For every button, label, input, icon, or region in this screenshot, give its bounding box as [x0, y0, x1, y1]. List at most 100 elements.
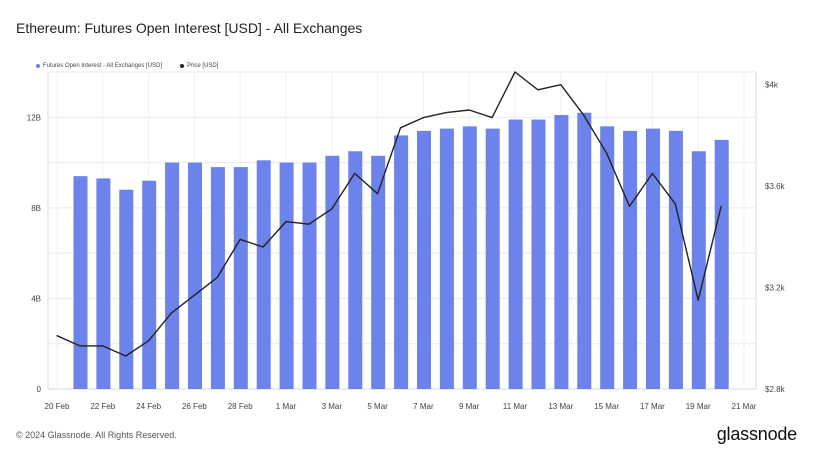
price-point [79, 345, 81, 347]
x-tick-label: 13 Mar [548, 402, 573, 411]
oi-bar [279, 162, 294, 389]
legend-price-label: Price [USD] [187, 63, 219, 69]
legend-oi-label: Futures Open Interest - All Exchanges [U… [43, 63, 163, 69]
price-point [445, 111, 447, 114]
price-point [674, 203, 676, 205]
x-tick-label: 21 Mar [732, 402, 757, 411]
left-tick-label: 12B [27, 113, 41, 122]
oi-bar [371, 155, 386, 389]
oi-bar [142, 180, 157, 389]
x-axis: 20 Feb 22 Feb 24 Feb 26 Feb 28 Feb 1 Mar 3 Mar… [45, 402, 757, 411]
oi-bar [256, 160, 271, 389]
legend-item-oi[interactable]: Futures Open Interest - All Exchanges [U… [36, 63, 162, 69]
oi-bar [233, 167, 248, 389]
oi-bar [508, 119, 523, 390]
oi-bar [165, 162, 180, 389]
oi-bar [325, 155, 340, 389]
oi-bar [646, 128, 660, 389]
left-tick-label: 4B [31, 294, 41, 303]
price-point [56, 335, 58, 337]
x-tick-label: 28 Feb [228, 402, 253, 411]
legend-price-swatch-icon [180, 64, 185, 68]
oi-bar [348, 151, 363, 389]
chart-title: Ethereum: Futures Open Interest [USD] - … [16, 20, 363, 36]
oi-bar [485, 128, 500, 389]
legend-oi-swatch-icon [36, 64, 40, 68]
oi-bar [577, 112, 592, 389]
price-point [102, 345, 104, 347]
oi-bar [714, 139, 729, 389]
price-point [422, 117, 424, 119]
price-point [193, 294, 195, 296]
price-point [377, 193, 379, 195]
oi-bar [554, 115, 569, 390]
price-point [308, 223, 310, 225]
price-point [239, 238, 241, 240]
x-tick-label: 9 Mar [459, 402, 480, 411]
right-tick-label: $3.6k [765, 182, 786, 191]
glassnode-logo[interactable]: glassnode [716, 424, 797, 444]
x-tick-label: 24 Feb [136, 402, 161, 411]
price-point [148, 340, 150, 342]
price-line-layer [56, 71, 722, 357]
oi-bar [623, 130, 638, 389]
price-point [606, 152, 608, 154]
bars-layer [73, 112, 729, 390]
price-point [560, 84, 562, 86]
price-point [628, 205, 631, 208]
x-tick-label: 20 Feb [45, 402, 70, 411]
oi-bar [73, 176, 88, 389]
price-point [125, 355, 127, 357]
price-point [285, 221, 287, 223]
left-tick-label: 0 [37, 385, 42, 394]
oi-bar [417, 130, 431, 389]
right-tick-label: $3.2k [765, 284, 786, 293]
x-tick-label: 11 Mar [503, 402, 528, 411]
chart-legend: Futures Open Interest - All Exchanges [U… [36, 63, 218, 69]
price-point [216, 276, 218, 279]
oi-bar [668, 130, 683, 389]
oi-bar [531, 119, 546, 390]
oi-bar [394, 135, 409, 389]
price-point [651, 172, 654, 175]
x-tick-label: 26 Feb [182, 402, 207, 411]
copyright-text: © 2024 Glassnode. All Rights Reserved. [16, 430, 177, 440]
price-point [720, 205, 722, 208]
price-point [354, 172, 356, 175]
legend-item-price[interactable]: Price [USD] [180, 63, 218, 69]
x-tick-label: 3 Mar [322, 402, 343, 411]
oi-bar [119, 189, 134, 389]
x-tick-label: 15 Mar [594, 402, 619, 411]
price-point [399, 127, 402, 129]
oi-bar [462, 126, 477, 389]
price-point [331, 208, 333, 210]
price-point [697, 299, 699, 301]
left-tick-label: 8B [31, 204, 41, 213]
oi-bar [188, 162, 202, 389]
x-tick-label: 7 Mar [413, 402, 434, 411]
oi-bar [691, 151, 706, 389]
price-point [262, 246, 264, 248]
right-tick-label: $4k [765, 81, 779, 90]
oi-bar [302, 162, 317, 389]
price-point [170, 312, 173, 314]
x-tick-label: 19 Mar [686, 402, 711, 411]
price-point [491, 117, 493, 119]
left-axis: 0 4B 8B 12B [27, 113, 42, 394]
price-point [583, 114, 585, 116]
x-tick-label: 5 Mar [367, 402, 388, 411]
oi-bar [96, 178, 111, 389]
right-tick-label: $2.8k [765, 385, 786, 394]
price-point [514, 71, 516, 73]
x-tick-label: 1 Mar [276, 402, 297, 411]
price-point [537, 89, 539, 91]
right-axis: $2.8k $3.2k $3.6k $4k [765, 81, 786, 394]
price-line [56, 71, 722, 357]
oi-bar [600, 126, 615, 389]
oi-bar [439, 128, 454, 389]
price-point [468, 109, 470, 111]
oi-bar [210, 167, 225, 389]
x-tick-label: 17 Mar [640, 402, 665, 411]
x-tick-label: 22 Feb [90, 402, 115, 411]
